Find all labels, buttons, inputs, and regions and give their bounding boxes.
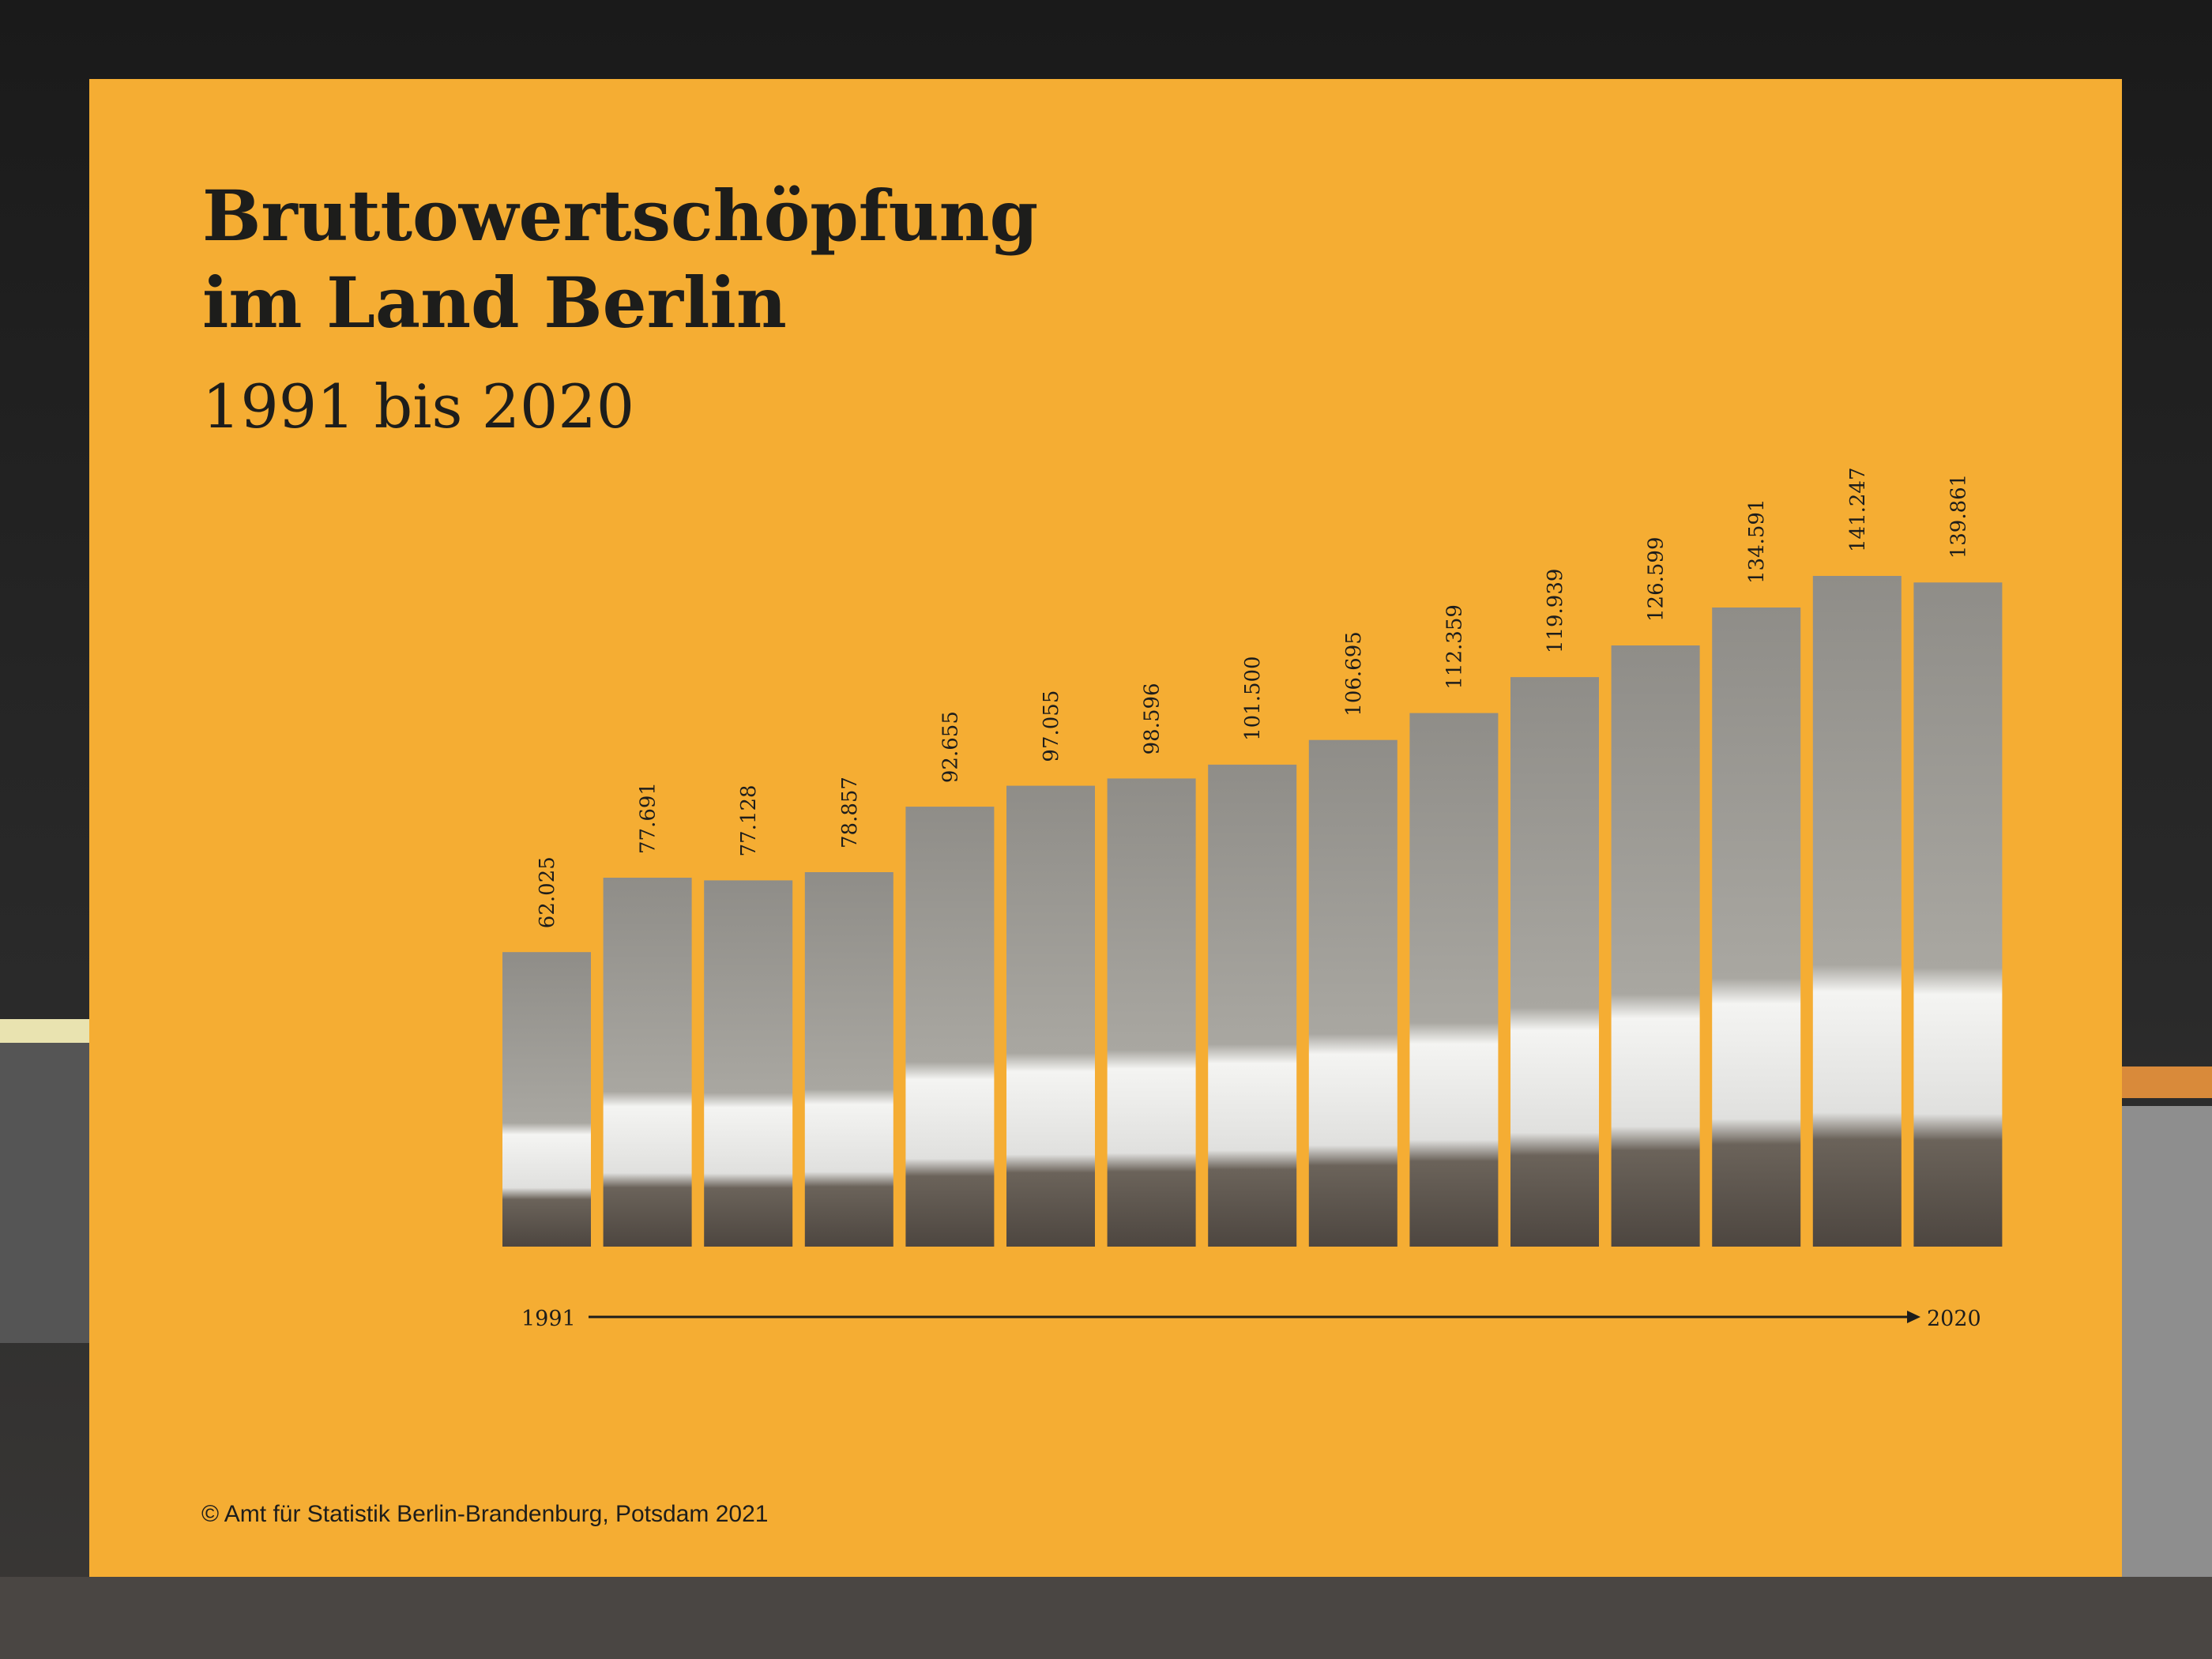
bar-value-label-2: 77.691	[637, 782, 660, 854]
bar-3	[704, 880, 793, 1247]
bar-value-label-10: 112.359	[1443, 604, 1466, 690]
bar-chart: 62.025 77.691 77.128 78.857 92.655 97.055 98.5…	[502, 467, 2003, 1331]
chart-panel: 62.025 77.691 77.128 78.857 92.655 97.055 98.5…	[89, 79, 2122, 1577]
title-line-2: im Land Berlin	[202, 261, 787, 344]
timeline-arrow-head	[1907, 1311, 1920, 1323]
bar-13	[1712, 608, 1801, 1247]
bar-value-label-9: 106.695	[1342, 631, 1366, 717]
chart-title: Bruttowertschöpfung im Land Berlin	[202, 172, 1038, 346]
bar-7	[1107, 778, 1196, 1247]
bar-value-label-8: 101.500	[1241, 656, 1265, 741]
bar-value-label-7: 98.596	[1141, 683, 1164, 754]
bar-11	[1510, 677, 1599, 1247]
bar-10	[1409, 713, 1499, 1247]
bar-value-label-14: 141.247	[1846, 467, 1870, 552]
bar-value-label-13: 134.591	[1745, 498, 1769, 584]
bar-6	[1006, 785, 1095, 1247]
copyright-footer: © Amt für Statistik Berlin-Brandenburg, …	[201, 1501, 769, 1527]
bar-2	[603, 878, 692, 1247]
bar-4	[804, 872, 893, 1247]
bar-9	[1308, 739, 1398, 1247]
bar-value-label-5: 92.655	[939, 711, 962, 783]
bar-8	[1208, 764, 1297, 1247]
bar-value-label-11: 119.939	[1544, 569, 1567, 654]
x-end-label: 2020	[1927, 1307, 1981, 1331]
chart-subtitle: 1991 bis 2020	[202, 371, 635, 442]
title-line-1: Bruttowertschöpfung	[202, 175, 1039, 257]
bar-1	[502, 952, 591, 1247]
bar-group	[502, 576, 2003, 1247]
bar-5	[905, 807, 995, 1247]
bar-label-group: 62.025 77.691 77.128 78.857 92.655 97.055 98.5…	[536, 467, 1970, 928]
bar-value-label-12: 126.599	[1645, 536, 1668, 622]
bar-15	[1913, 582, 2003, 1247]
x-start-label: 1991	[521, 1307, 576, 1331]
bar-value-label-3: 77.128	[737, 784, 761, 856]
bar-14	[1812, 576, 1902, 1247]
bar-value-label-4: 78.857	[838, 777, 862, 848]
bar-12	[1611, 645, 1700, 1247]
bar-value-label-15: 139.861	[1947, 474, 1970, 559]
bar-value-label-1: 62.025	[536, 856, 559, 928]
bar-value-label-6: 97.055	[1040, 690, 1063, 762]
